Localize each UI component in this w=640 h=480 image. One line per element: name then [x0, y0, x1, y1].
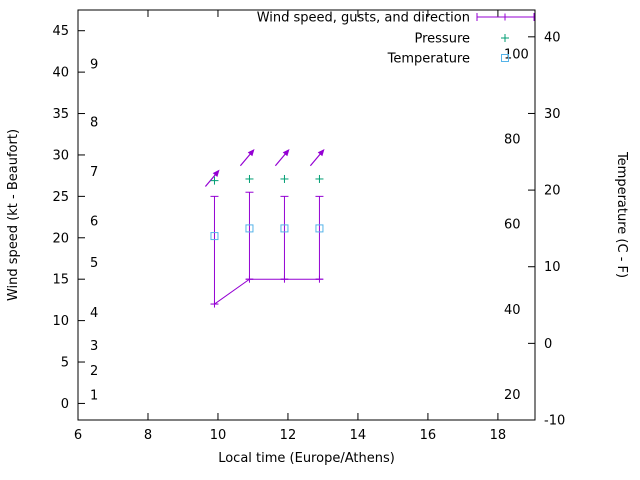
- x-tick-label: 14: [350, 428, 367, 443]
- x-tick-label: 6: [74, 428, 82, 443]
- wind-dir-arrowhead: [317, 148, 325, 157]
- y2-tick-label-c: 40: [544, 30, 561, 45]
- f-tick-label: 80: [504, 133, 521, 148]
- y-tick-label-kt: 40: [52, 66, 69, 81]
- x-tick-label: 12: [280, 428, 297, 443]
- y-tick-label-kt: 30: [52, 148, 69, 163]
- wind-dir-arrow: [274, 151, 288, 167]
- wind-dir-arrowhead: [247, 148, 255, 157]
- y2-tick-label-c: 30: [544, 107, 561, 122]
- legend-sample-square: [501, 54, 509, 62]
- beaufort-label: 5: [90, 256, 98, 271]
- wind-dir-arrowhead: [282, 148, 290, 157]
- y-tick-label-kt: 0: [61, 397, 69, 412]
- temperature-marker: [315, 224, 324, 233]
- y-tick-label-kt: 5: [61, 356, 69, 371]
- legend-label: Temperature: [387, 52, 470, 67]
- x-tick-label: 8: [144, 428, 152, 443]
- plot-border: [77, 9, 536, 421]
- beaufort-label: 4: [90, 306, 98, 321]
- y-tick-label-kt: 25: [52, 190, 69, 205]
- x-tick-label: 16: [420, 428, 437, 443]
- legend-label: Pressure: [414, 32, 470, 47]
- beaufort-label: 8: [90, 115, 98, 130]
- beaufort-label: 6: [90, 215, 98, 230]
- y-axis-title: Wind speed (kt - Beaufort): [6, 129, 21, 301]
- f-tick-label: 40: [504, 303, 521, 318]
- y2-tick-label-c: 20: [544, 184, 561, 199]
- y2-tick-label-c: 10: [544, 260, 561, 275]
- x-tick-label: 18: [490, 428, 507, 443]
- beaufort-label: 7: [90, 165, 98, 180]
- y2-tick-label-c: 0: [544, 337, 552, 352]
- wind-dir-arrowhead: [212, 169, 220, 177]
- wind-line: [214, 278, 320, 305]
- y-tick-label-kt: 10: [52, 314, 69, 329]
- f-tick-label: 100: [504, 47, 529, 62]
- beaufort-label: 9: [90, 57, 98, 72]
- beaufort-label: 1: [90, 389, 98, 404]
- y-tick-label-kt: 45: [52, 24, 69, 39]
- f-tick-label: 60: [504, 218, 521, 233]
- y-tick-label-kt: 15: [52, 273, 69, 288]
- y-tick-label-kt: 35: [52, 107, 69, 122]
- f-tick-label: 20: [504, 388, 521, 403]
- legend-label: Wind speed, gusts, and direction: [257, 11, 470, 26]
- y2-axis-title: Temperature (C - F): [614, 151, 629, 278]
- wind-dir-arrow: [309, 151, 323, 167]
- x-axis-title: Local time (Europe/Athens): [218, 451, 395, 466]
- temperature-marker: [280, 224, 289, 233]
- temperature-marker: [210, 232, 219, 241]
- temperature-marker: [245, 224, 254, 233]
- beaufort-label: 2: [90, 364, 98, 379]
- y-tick-label-kt: 20: [52, 231, 69, 246]
- x-tick-label: 10: [210, 428, 227, 443]
- wind-dir-arrow: [239, 151, 253, 167]
- y2-tick-label-c: -10: [544, 414, 565, 429]
- beaufort-label: 3: [90, 339, 98, 354]
